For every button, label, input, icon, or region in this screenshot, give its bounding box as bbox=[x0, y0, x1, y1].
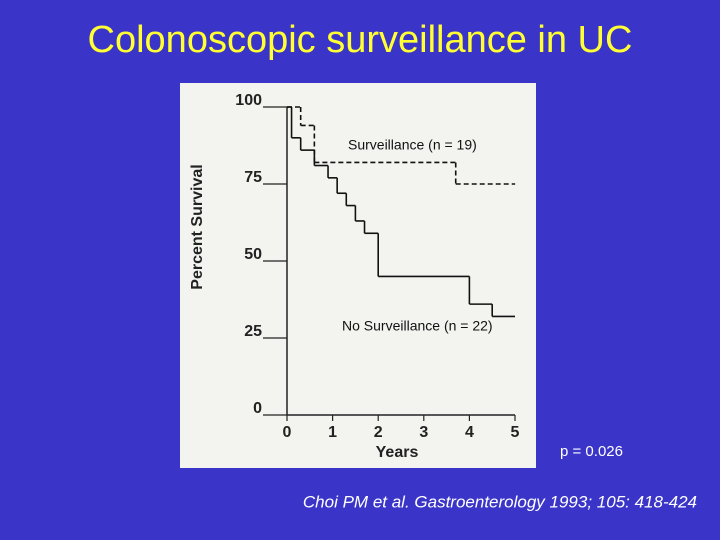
series-label: Surveillance (n = 19) bbox=[348, 137, 477, 153]
x-tick-label: 3 bbox=[419, 424, 428, 441]
y-tick-label: 100 bbox=[235, 92, 262, 109]
slide-title: Colonoscopic surveillance in UC bbox=[88, 19, 633, 61]
y-tick-label: 50 bbox=[244, 246, 262, 263]
y-tick-label: 75 bbox=[244, 169, 262, 186]
x-tick-label: 0 bbox=[283, 424, 292, 441]
citation: Choi PM et al. Gastroenterology 1993; 10… bbox=[303, 492, 697, 511]
series-label: No Surveillance (n = 22) bbox=[342, 318, 493, 334]
x-axis-label: Years bbox=[376, 444, 419, 461]
y-axis-label: Percent Survival bbox=[189, 164, 206, 289]
x-tick-label: 5 bbox=[511, 424, 520, 441]
chart-panel bbox=[180, 83, 536, 468]
x-tick-label: 2 bbox=[374, 424, 383, 441]
y-tick-label: 0 bbox=[253, 400, 262, 417]
x-tick-label: 4 bbox=[465, 424, 474, 441]
plot: 0 25 50 75 100 0 1 2 3 4 5 Years Percent Survival Sur… bbox=[189, 92, 519, 461]
y-tick-label: 25 bbox=[244, 323, 262, 340]
p-value: p = 0.026 bbox=[560, 443, 623, 460]
x-tick-label: 1 bbox=[328, 424, 337, 441]
